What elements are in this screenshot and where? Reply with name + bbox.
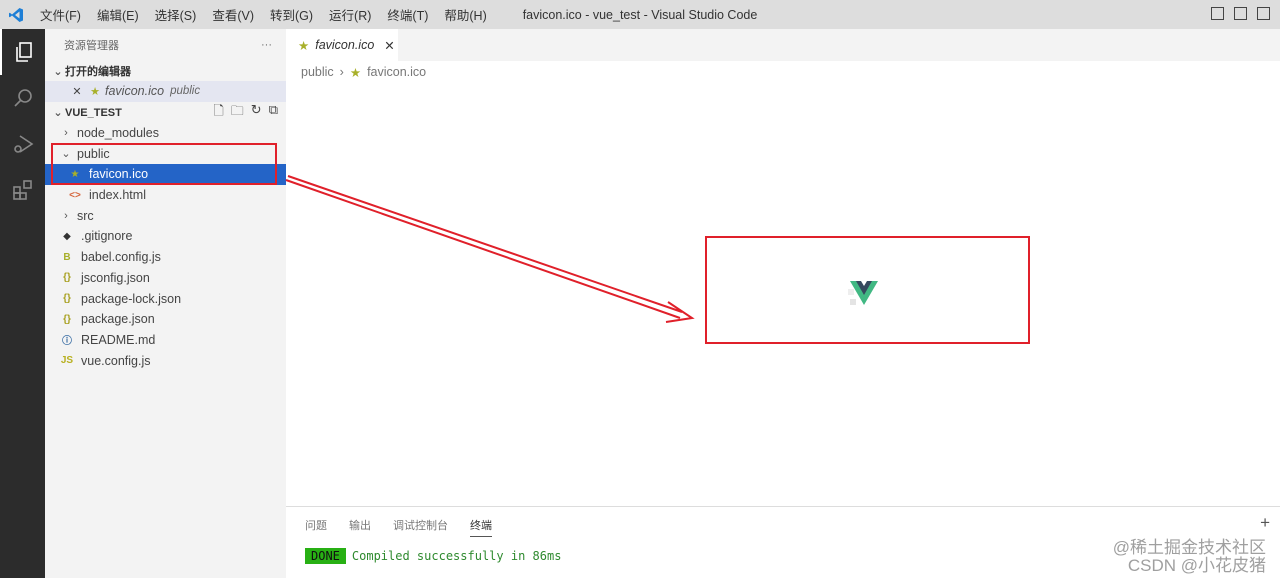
menu-item[interactable]: 运行(R)	[329, 9, 372, 23]
open-editors-section[interactable]: ⌄ 打开的编辑器	[45, 61, 286, 81]
collapse-all-icon[interactable]: ⧉	[268, 101, 278, 117]
run-debug-icon[interactable]	[0, 121, 45, 167]
breadcrumb-folder[interactable]: public	[301, 65, 334, 79]
editor-area: ★ favicon.ico ✕ public › ★ favicon.ico	[286, 29, 1280, 506]
babel-icon: B	[63, 251, 71, 263]
title-bar: 文件(F) 编辑(E) 选择(S) 查看(V) 转到(G) 运行(R) 终端(T) 帮助(H)…	[0, 0, 1280, 29]
js-icon: JS	[60, 355, 74, 367]
new-folder-icon[interactable]: 🗀	[230, 102, 244, 118]
tree-item-label: favicon.ico	[89, 167, 149, 182]
open-editors-label: 打开的编辑器	[65, 66, 131, 78]
chevron-right-icon: ›	[64, 209, 68, 222]
tree-item-label: babel.config.js	[81, 250, 161, 265]
explorer-sidebar: 资源管理器 ··· ⌄ 打开的编辑器 ✕ ★ favicon.ico public …	[45, 29, 286, 578]
star-icon: ★	[90, 85, 100, 98]
project-label: VUE_TEST	[65, 106, 122, 119]
menu-item[interactable]: 文件(F)	[40, 9, 81, 23]
vscode-logo-icon	[0, 0, 32, 29]
tree-file[interactable]: ◆ .gitignore	[45, 226, 286, 247]
tree-file[interactable]: ★ favicon.ico	[45, 164, 286, 185]
vue-logo-image	[848, 281, 878, 305]
done-badge: DONE	[305, 548, 346, 564]
watermark: @稀土掘金技术社区 CSDN @小花皮猪	[1112, 538, 1266, 575]
breadcrumb-file[interactable]: favicon.ico	[367, 65, 427, 79]
tree-item-label: vue.config.js	[81, 353, 151, 368]
terminal-output[interactable]: DONE Compiled successfully in 86ms	[305, 548, 561, 564]
json-icon: {}	[63, 272, 71, 284]
star-icon: ★	[298, 38, 310, 53]
activity-bar	[0, 29, 45, 578]
tree-item-label: README.md	[81, 332, 156, 347]
tree-folder[interactable]: › src	[45, 205, 286, 226]
tab-label: favicon.ico	[315, 38, 375, 52]
terminal-message: Compiled successfully in 86ms	[351, 549, 562, 563]
project-section[interactable]: ⌄ VUE_TEST 🗋 🗀 ↻ ⧉	[45, 101, 286, 123]
menu-item[interactable]: 查看(V)	[212, 9, 254, 23]
tree-item-label: .gitignore	[81, 229, 133, 244]
search-icon[interactable]	[0, 75, 45, 121]
close-tab-icon[interactable]: ✕	[384, 38, 395, 53]
git-icon: ◆	[63, 230, 71, 242]
panel-tab[interactable]: 终端	[470, 517, 492, 537]
toggle-panel-icon[interactable]	[1234, 7, 1247, 20]
chevron-right-icon: ›	[64, 127, 68, 140]
tree-folder[interactable]: › node_modules	[45, 123, 286, 144]
menu-item[interactable]: 转到(G)	[269, 9, 314, 23]
new-file-icon[interactable]: 🗋	[213, 102, 224, 118]
tab-favicon[interactable]: ★ favicon.ico ✕	[286, 29, 398, 61]
explorer-icon[interactable]	[0, 29, 45, 75]
bottom-panel: 问题 输出 调试控制台 终端 + DONE Compiled successfully …	[286, 506, 1280, 578]
close-icon[interactable]: ✕	[72, 85, 82, 98]
chevron-down-icon: ⌄	[61, 148, 71, 161]
new-terminal-icon[interactable]: +	[1260, 513, 1270, 532]
extensions-icon[interactable]	[0, 167, 45, 213]
breadcrumb: public › ★ favicon.ico	[301, 65, 427, 80]
tree-file[interactable]: JS vue.config.js	[45, 350, 286, 371]
tree-item-label: package-lock.json	[81, 291, 182, 306]
star-icon: ★	[70, 168, 80, 180]
tree-item-label: index.html	[89, 188, 146, 203]
more-actions-button[interactable]: ···	[261, 39, 272, 51]
open-editor-folder: public	[170, 85, 201, 98]
menu-item[interactable]: 终端(T)	[387, 9, 429, 23]
tree-folder[interactable]: ⌄ public	[45, 143, 286, 164]
tree-file[interactable]: ⓘ README.md	[45, 330, 286, 351]
tree-item-label: src	[77, 208, 94, 223]
menu-bar: 文件(F) 编辑(E) 选择(S) 查看(V) 转到(G) 运行(R) 终端(T) 帮助(H)	[32, 5, 495, 24]
info-icon: ⓘ	[62, 336, 72, 348]
open-editor-item[interactable]: ✕ ★ favicon.ico public	[45, 81, 286, 102]
tree-file[interactable]: {} package.json	[45, 309, 286, 330]
panel-tab[interactable]: 问题	[305, 520, 327, 532]
file-tree: › node_modules ⌄ public ★ favicon.ico <> index.…	[45, 123, 286, 371]
menu-item[interactable]: 编辑(E)	[96, 9, 139, 23]
toggle-layout-icon[interactable]	[1257, 7, 1270, 20]
panel-tab[interactable]: 输出	[349, 520, 371, 532]
json-icon: {}	[63, 293, 71, 305]
panel-tab[interactable]: 调试控制台	[393, 520, 448, 532]
menu-item[interactable]: 选择(S)	[154, 9, 197, 23]
html-icon: <>	[69, 189, 81, 201]
tree-item-label: package.json	[81, 312, 155, 327]
tree-file[interactable]: <> index.html	[45, 185, 286, 206]
tree-file[interactable]: {} jsconfig.json	[45, 268, 286, 289]
menu-item[interactable]: 帮助(H)	[444, 9, 487, 23]
open-editor-file: favicon.ico	[105, 84, 165, 99]
refresh-icon[interactable]: ↻	[250, 101, 262, 117]
explorer-title: 资源管理器	[64, 40, 119, 52]
toggle-sidebar-icon[interactable]	[1211, 7, 1224, 20]
json-icon: {}	[63, 313, 71, 325]
tree-item-label: public	[77, 146, 110, 161]
tree-item-label: jsconfig.json	[81, 270, 150, 285]
tree-item-label: node_modules	[77, 126, 160, 141]
tree-file[interactable]: {} package-lock.json	[45, 288, 286, 309]
star-icon: ★	[349, 65, 362, 80]
